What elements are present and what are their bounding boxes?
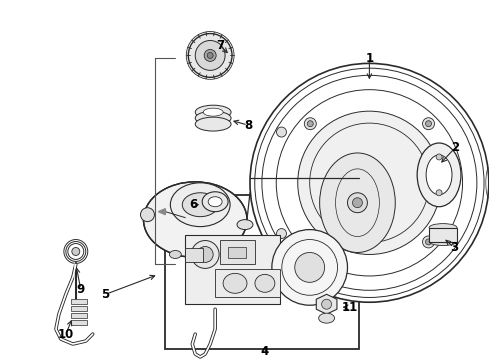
Bar <box>71 299 87 304</box>
Circle shape <box>188 33 232 77</box>
Bar <box>220 239 255 265</box>
Circle shape <box>197 247 213 262</box>
Ellipse shape <box>195 111 231 125</box>
Ellipse shape <box>426 155 452 195</box>
Circle shape <box>250 63 489 302</box>
Ellipse shape <box>417 143 461 207</box>
Circle shape <box>72 248 80 256</box>
Circle shape <box>272 230 347 305</box>
Ellipse shape <box>318 313 335 323</box>
Circle shape <box>207 53 213 58</box>
Ellipse shape <box>208 197 222 207</box>
Circle shape <box>422 118 435 130</box>
Polygon shape <box>158 209 166 215</box>
Text: 4: 4 <box>261 345 269 357</box>
Circle shape <box>321 299 332 309</box>
Bar <box>166 195 360 349</box>
Ellipse shape <box>203 108 223 116</box>
Circle shape <box>307 121 313 127</box>
Ellipse shape <box>171 183 230 226</box>
Circle shape <box>295 252 324 282</box>
Ellipse shape <box>429 238 457 246</box>
Bar <box>71 320 87 325</box>
Circle shape <box>347 193 368 213</box>
Polygon shape <box>316 294 337 314</box>
Bar <box>215 269 280 297</box>
Text: 11: 11 <box>342 301 358 314</box>
Bar <box>429 228 457 242</box>
Text: 5: 5 <box>101 288 110 301</box>
Ellipse shape <box>170 251 181 258</box>
Text: 10: 10 <box>58 328 74 341</box>
Circle shape <box>436 190 442 196</box>
Circle shape <box>436 154 442 160</box>
Circle shape <box>425 121 432 127</box>
Circle shape <box>307 239 313 245</box>
Circle shape <box>204 49 216 62</box>
Ellipse shape <box>202 192 228 212</box>
Circle shape <box>141 208 154 222</box>
Circle shape <box>304 118 316 130</box>
Ellipse shape <box>255 274 275 292</box>
Text: 9: 9 <box>76 283 85 296</box>
Text: 3: 3 <box>450 241 458 254</box>
Bar <box>185 248 203 262</box>
Circle shape <box>422 236 435 248</box>
Circle shape <box>276 127 287 137</box>
Ellipse shape <box>199 251 211 258</box>
Ellipse shape <box>237 220 253 230</box>
Circle shape <box>195 41 225 70</box>
Ellipse shape <box>224 251 236 258</box>
Circle shape <box>304 236 316 248</box>
Text: 2: 2 <box>451 141 459 154</box>
Text: 6: 6 <box>189 198 197 211</box>
Bar <box>71 313 87 318</box>
Ellipse shape <box>195 117 231 131</box>
Circle shape <box>352 198 363 208</box>
Circle shape <box>425 239 432 245</box>
Circle shape <box>298 111 441 255</box>
Bar <box>71 306 87 311</box>
Ellipse shape <box>223 273 247 293</box>
Bar <box>228 247 246 258</box>
Ellipse shape <box>182 193 218 217</box>
Ellipse shape <box>319 153 395 252</box>
Text: 7: 7 <box>216 39 224 52</box>
Bar <box>185 235 280 304</box>
Circle shape <box>191 240 219 269</box>
Ellipse shape <box>429 224 457 231</box>
Text: 1: 1 <box>366 52 373 65</box>
Circle shape <box>276 229 287 239</box>
Text: 8: 8 <box>244 118 252 132</box>
Ellipse shape <box>195 105 231 119</box>
Ellipse shape <box>144 182 247 257</box>
